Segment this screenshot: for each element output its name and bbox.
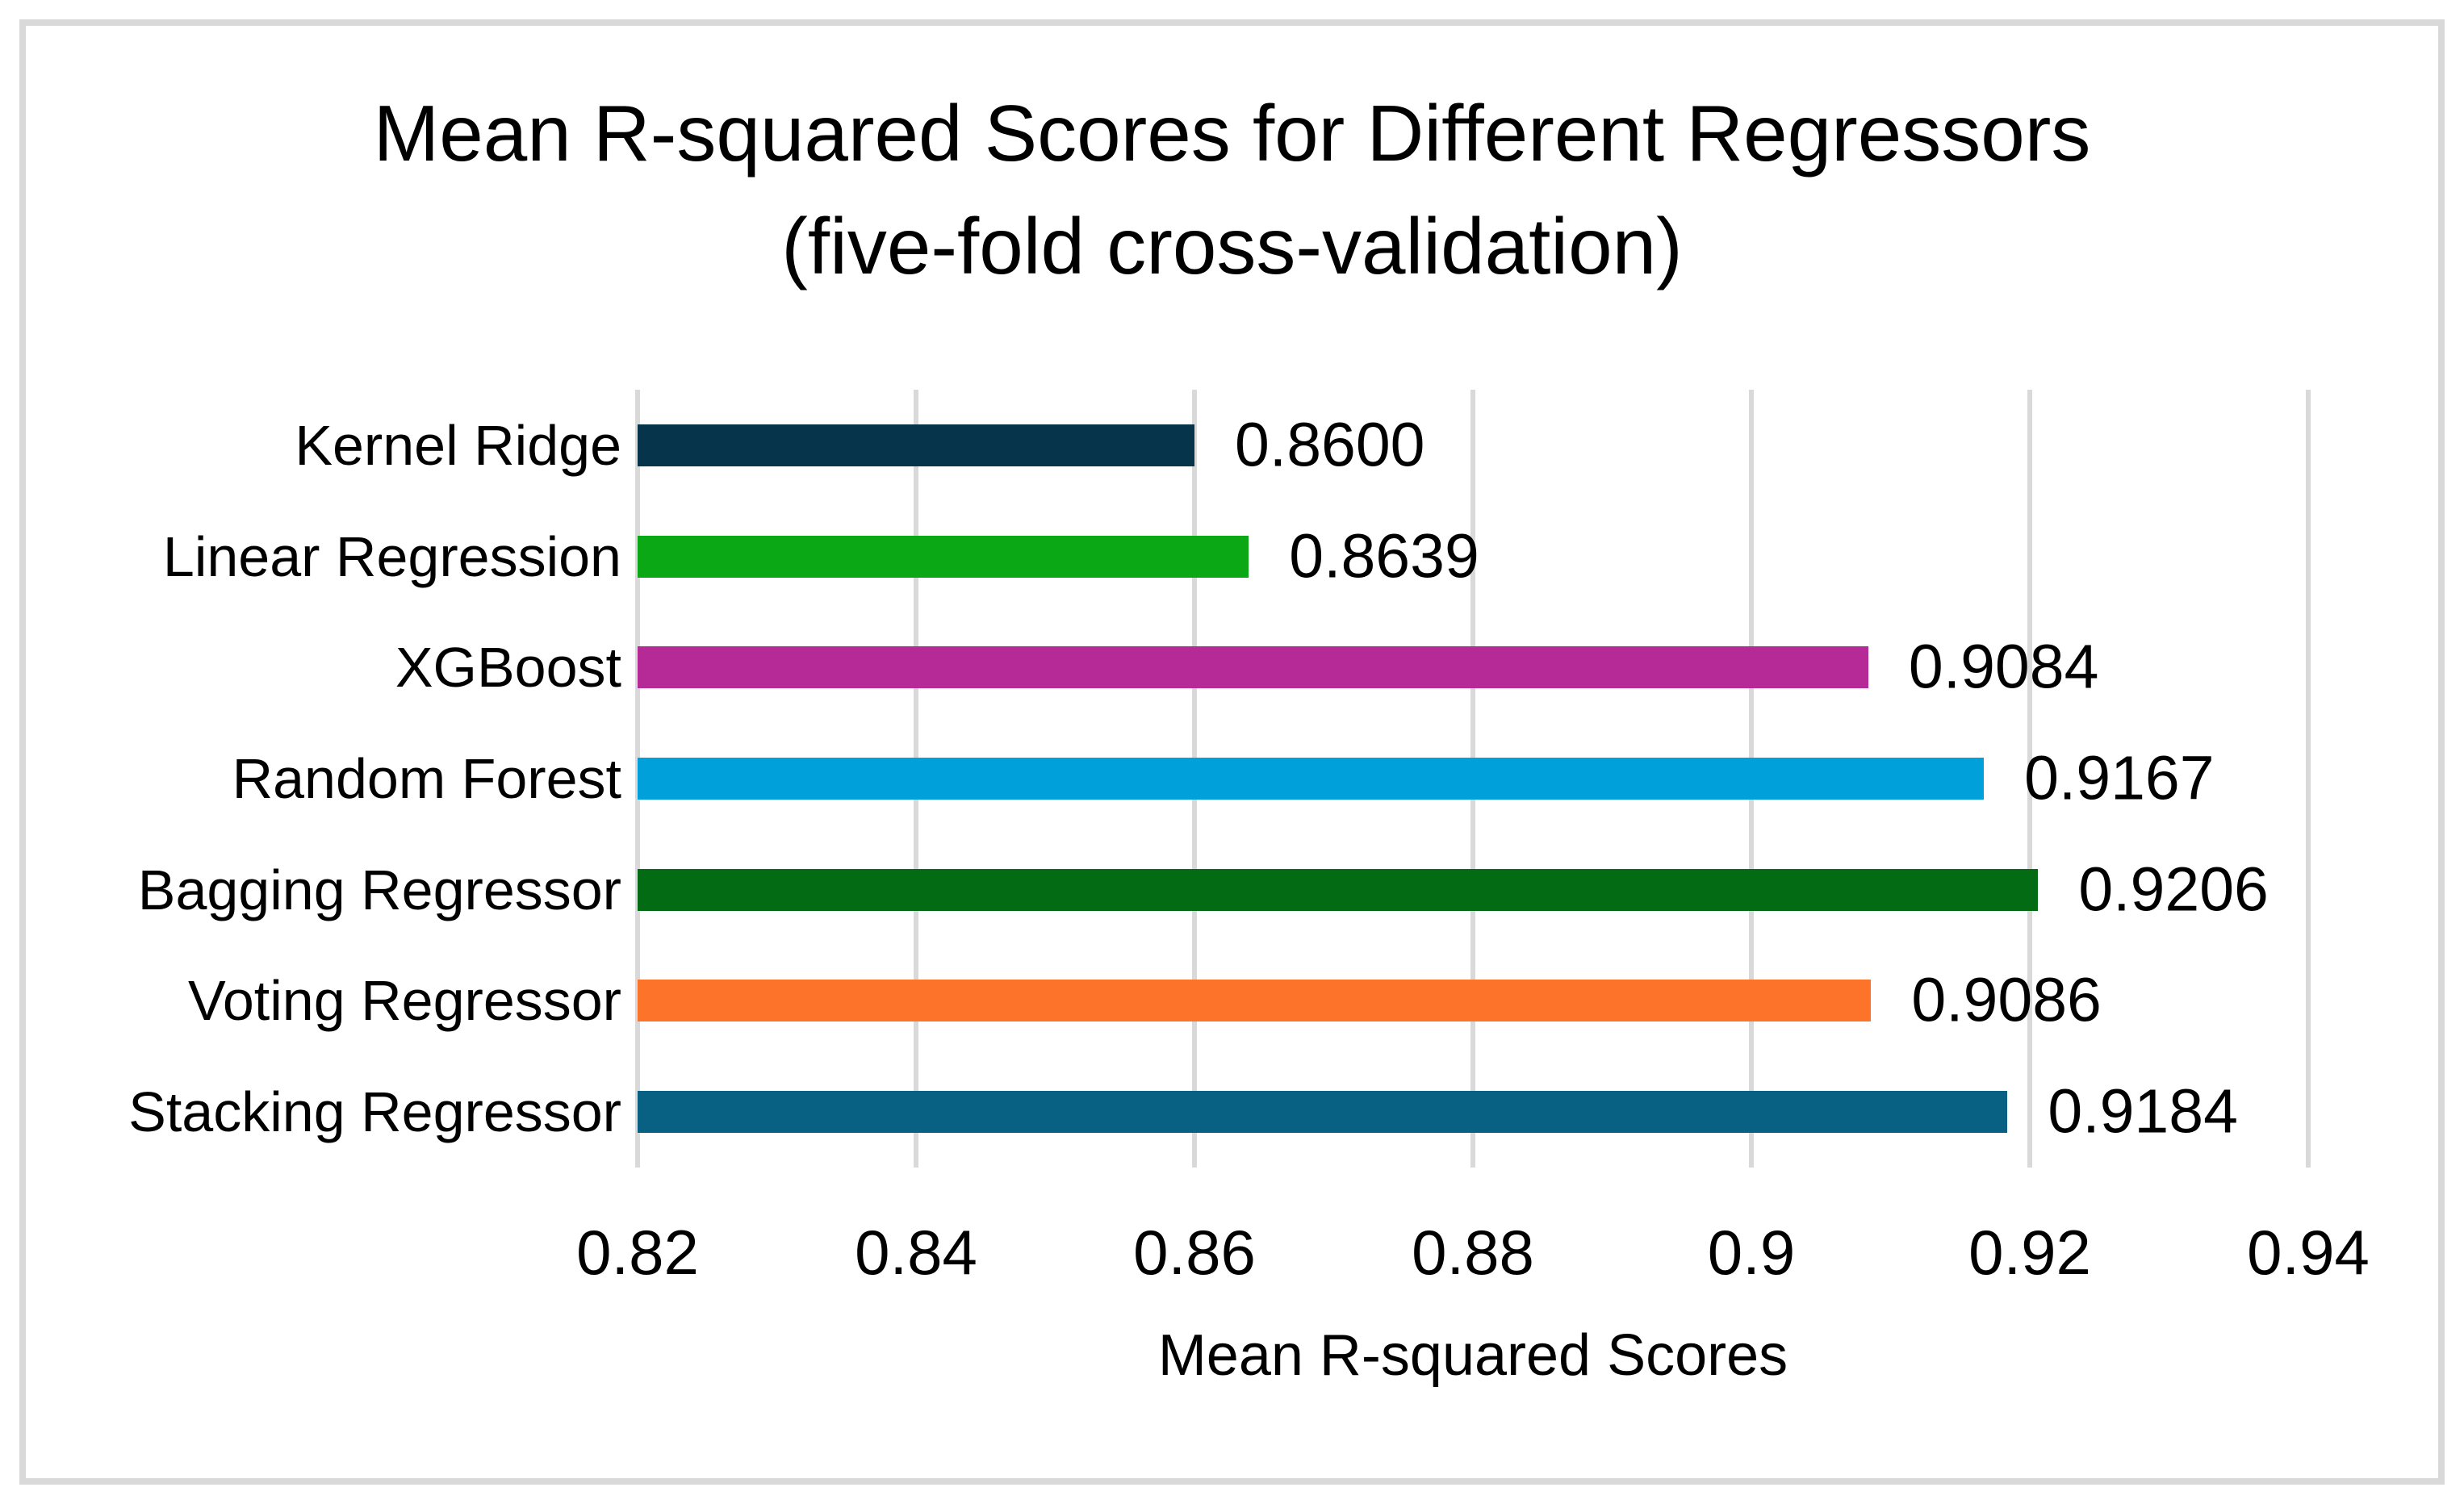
value-label: 0.8600: [1234, 410, 1425, 480]
chart-title: Mean R-squared Scores for Different Regr…: [373, 89, 2091, 178]
bar-row: Voting Regressor 0.9086: [188, 946, 2308, 1057]
category-label: Bagging Regressor: [137, 858, 621, 921]
x-axis-tick-labels: 0.82 0.84 0.86 0.88 0.9 0.92 0.94: [576, 1216, 2370, 1290]
category-label: XGBoost: [395, 636, 621, 700]
bar: [638, 424, 1194, 466]
bar-row: Linear Regression 0.8639: [163, 501, 2308, 612]
category-label: Voting Regressor: [188, 969, 621, 1033]
x-tick-label: 0.86: [1133, 1217, 1256, 1288]
bar: [638, 535, 1249, 578]
bar: [638, 868, 2039, 911]
x-tick-label: 0.84: [855, 1217, 977, 1288]
x-tick-label: 0.9: [1707, 1217, 1796, 1288]
value-label: 0.9167: [2024, 743, 2215, 813]
bar: [638, 980, 1872, 1022]
gridline: [2306, 390, 2311, 1168]
x-tick-label: 0.92: [1968, 1217, 2091, 1288]
category-label: Linear Regression: [162, 524, 621, 588]
x-axis-title: Mean R-squared Scores: [1157, 1323, 1788, 1388]
value-label: 0.9184: [2048, 1076, 2238, 1147]
category-label: Stacking Regressor: [128, 1080, 621, 1144]
bar: [638, 646, 1868, 689]
chart-frame: [19, 19, 2445, 1485]
x-tick-label: 0.88: [1412, 1217, 1534, 1288]
value-label: 0.9086: [1911, 965, 2102, 1035]
x-tick-label: 0.94: [2247, 1217, 2370, 1288]
value-label: 0.9206: [2078, 854, 2269, 925]
bar: [638, 1091, 2008, 1134]
plot-area: Kernel Ridge 0.8600 Linear Regression 0.863…: [128, 390, 2311, 1168]
category-label: Kernel Ridge: [295, 413, 621, 477]
bar-row: Random Forest 0.9167: [232, 723, 2308, 834]
bar-row: Stacking Regressor 0.9184: [128, 1056, 2308, 1168]
x-tick-label: 0.82: [576, 1217, 699, 1288]
bar: [638, 757, 1985, 800]
value-label: 0.8639: [1289, 521, 1479, 591]
bar-row: Bagging Regressor 0.9206: [138, 834, 2308, 946]
category-label: Random Forest: [232, 746, 621, 810]
bar-row: Kernel Ridge 0.8600: [295, 390, 2308, 501]
chart-title-block: Mean R-squared Scores for Different Regr…: [0, 77, 2464, 303]
value-label: 0.9084: [1908, 632, 2099, 702]
chart-subtitle: (five-fold cross-validation): [781, 202, 1683, 290]
gridline: [2027, 390, 2032, 1168]
bar-row: XGBoost 0.9084: [395, 612, 2308, 723]
